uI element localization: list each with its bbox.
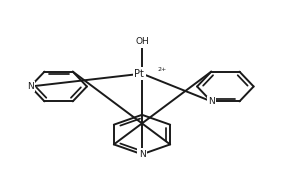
Text: N: N [139, 150, 145, 159]
Text: N: N [208, 97, 215, 106]
Text: N: N [27, 82, 34, 91]
Text: 2+: 2+ [158, 67, 167, 72]
Text: Pt: Pt [134, 69, 144, 79]
Text: OH: OH [135, 37, 149, 46]
